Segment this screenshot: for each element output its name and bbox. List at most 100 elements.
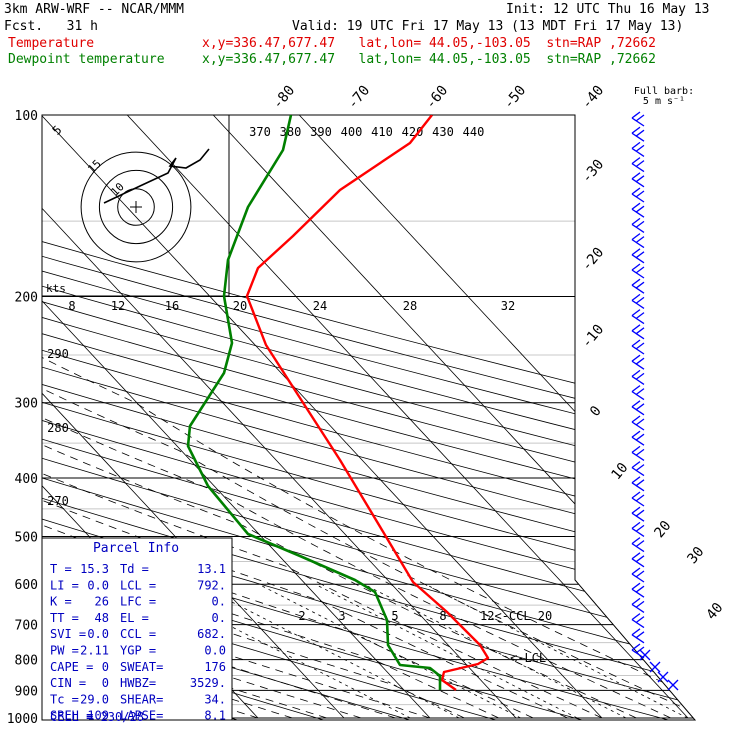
parcel-label: PW = <box>50 644 79 658</box>
wind-barb <box>631 117 645 127</box>
wind-barb <box>657 671 669 683</box>
wind-barb <box>635 570 645 578</box>
isotherm <box>42 115 517 719</box>
pressure-label-400: 400 <box>15 472 38 487</box>
wind-barb <box>631 163 645 173</box>
wind-barb <box>631 223 645 233</box>
full-barb-label: Full barb: <box>634 86 694 97</box>
wind-barb <box>635 540 645 548</box>
forecast-hour: Fcst. 31 h <box>4 19 98 34</box>
wind-barb <box>631 582 641 590</box>
wind-speed-label: 16 <box>165 299 179 313</box>
dry-adiabat <box>42 115 695 720</box>
parcel-value: 0.0 <box>87 578 109 592</box>
wind-barb <box>635 220 645 228</box>
parcel-label: LI = <box>50 578 79 592</box>
pressure-label-300: 300 <box>15 397 38 412</box>
parcel-value: 13.1 <box>197 562 226 576</box>
wind-barb <box>631 375 645 385</box>
wind-barb <box>635 175 645 183</box>
wind-barb <box>635 631 645 639</box>
isotherm <box>42 115 345 719</box>
wind-speed-label: 20 <box>233 299 247 313</box>
parcel-label: CCL = <box>120 627 156 641</box>
theta-label: 440 <box>463 125 485 139</box>
dewpoint-location: x,y=336.47,677.47 lat,lon= 44.05,-103.05… <box>202 52 656 67</box>
wind-barb <box>631 360 645 370</box>
mixing-ratio-label: 8 <box>439 609 446 623</box>
wind-barb <box>631 269 645 279</box>
wind-barb <box>635 479 645 487</box>
pressure-label-500: 500 <box>15 530 38 545</box>
wind-barb <box>635 448 645 456</box>
theta-label: 380 <box>280 125 302 139</box>
parcel-label: SHEAR= <box>120 692 163 706</box>
pressure-label-600: 600 <box>15 578 38 593</box>
mixing-ratio-label: 2 <box>298 609 305 623</box>
mixing-ratio-label: 3 <box>338 609 345 623</box>
isotherm-label: 10 <box>608 460 631 483</box>
isotherm-label: 30 <box>684 544 707 567</box>
wind-barb <box>631 506 641 514</box>
wind-barb <box>631 537 641 545</box>
parcel-value: 8.1 <box>204 709 226 723</box>
wind-speed-label: 24 <box>313 299 327 313</box>
mixing-ratio-line <box>425 583 688 719</box>
wind-barb <box>631 187 641 195</box>
wind-barb <box>631 436 645 446</box>
wind-barb <box>635 464 645 472</box>
wind-barb <box>631 573 645 583</box>
wind-barb <box>635 509 645 517</box>
isotherm-label: -20 <box>579 245 608 275</box>
wind-barb <box>631 299 645 309</box>
hodograph-ring-label: 15 <box>85 157 104 176</box>
wind-barb <box>631 613 641 621</box>
theta-label: 410 <box>371 125 393 139</box>
temperature-profile <box>245 115 490 691</box>
wind-barb <box>631 400 641 408</box>
parcel-label: Td = <box>120 562 149 576</box>
wind-barb <box>631 263 641 271</box>
isotherm-label: 20 <box>651 518 674 541</box>
mixing-ratio-line <box>314 583 578 719</box>
wind-barb <box>635 342 645 350</box>
hodograph-ring <box>80 151 192 263</box>
dry-adiabat <box>42 115 695 720</box>
parcel-value: 15.3 <box>80 562 109 576</box>
wind-barb <box>635 600 645 608</box>
wind-barb <box>631 415 641 423</box>
wind-barb <box>631 603 645 613</box>
pressure-label-900: 900 <box>15 684 38 699</box>
mixing-ratio-label: 20 <box>538 609 552 623</box>
mixing-ratio-line <box>258 583 521 719</box>
wind-barb <box>631 558 645 568</box>
wind-barb <box>631 172 641 180</box>
parcel-title: Parcel Info <box>93 541 179 556</box>
isotherm-label: -30 <box>579 157 608 187</box>
dry-adiabat <box>42 115 695 720</box>
model-title: 3km ARW-WRF -- NCAR/MMM <box>4 2 185 17</box>
wind-barb <box>635 160 645 168</box>
profiles <box>186 115 490 691</box>
parcel-label: YGP = <box>120 644 156 658</box>
theta-label: 390 <box>310 125 332 139</box>
wind-barb <box>635 129 645 137</box>
wind-barb <box>631 141 641 149</box>
wind-barb <box>631 324 641 332</box>
mixing-ratio-label: 12<-CCL <box>480 609 531 623</box>
theta-label: 370 <box>249 125 271 139</box>
wind-barb <box>631 391 645 401</box>
wind-barb <box>631 284 645 294</box>
pressure-label-1000: 1000 <box>7 712 38 727</box>
parcel-label: EL = <box>120 611 149 625</box>
wind-barb <box>631 461 641 469</box>
isotherm <box>212 115 695 719</box>
dry-adiabat <box>42 115 695 720</box>
parcel-value: 2.11 <box>80 644 109 658</box>
parcel-cell: CELL = 230/28 <box>50 710 144 724</box>
isotherm-label: -70 <box>345 83 374 113</box>
parcel-box <box>41 537 233 721</box>
hodograph-ring <box>98 169 174 245</box>
mixing-ratio-line <box>363 583 627 719</box>
